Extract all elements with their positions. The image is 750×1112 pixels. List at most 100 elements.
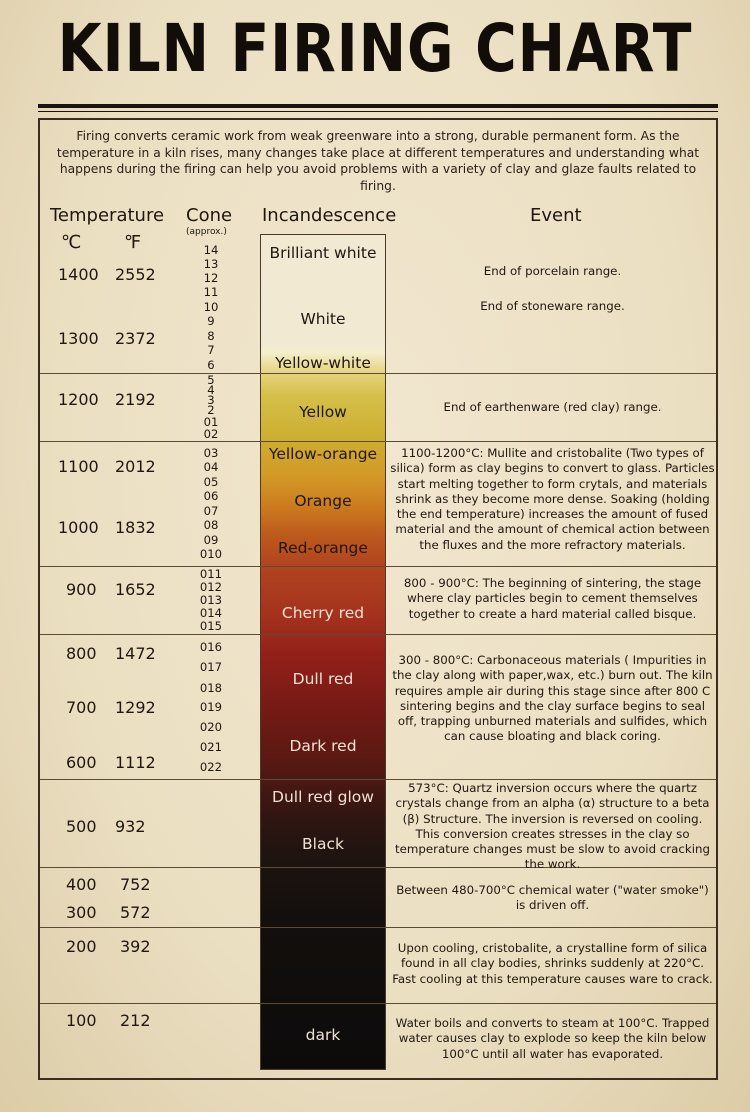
temp-fahrenheit: 212 bbox=[120, 1011, 151, 1030]
cone-number: 10 bbox=[203, 300, 219, 314]
title-rule-thin bbox=[38, 111, 718, 112]
section-divider bbox=[40, 1003, 716, 1004]
incandescence-label: Red-orange bbox=[278, 539, 368, 557]
header-fahrenheit: ℉ bbox=[124, 232, 142, 253]
cone-number: 06 bbox=[203, 489, 219, 503]
event-description: Between 480-700°C chemical water ("water… bbox=[396, 883, 709, 913]
section-divider bbox=[40, 927, 716, 928]
temp-celsius: 300 bbox=[66, 903, 97, 922]
incandescence-label: Dark red bbox=[289, 737, 357, 755]
incandescence-label: Dull red bbox=[292, 670, 354, 688]
event-description: End of earthenware (red clay) range. bbox=[443, 400, 662, 414]
event-description: End of stoneware range. bbox=[480, 299, 625, 313]
intro-paragraph: Firing converts ceramic work from weak g… bbox=[56, 129, 700, 193]
temp-fahrenheit: 1472 bbox=[115, 644, 156, 663]
cone-number: 07 bbox=[203, 504, 219, 518]
section-divider bbox=[40, 373, 716, 374]
temp-fahrenheit: 572 bbox=[120, 903, 151, 922]
cone-number: 012 bbox=[199, 580, 223, 594]
temp-fahrenheit: 2552 bbox=[115, 265, 156, 284]
temp-celsius: 1200 bbox=[58, 390, 99, 409]
section-divider bbox=[40, 634, 716, 635]
incandescence-label: Brilliant white bbox=[269, 244, 377, 262]
cone-number: 9 bbox=[207, 314, 215, 328]
cone-number: 020 bbox=[199, 720, 223, 734]
cone-number: 6 bbox=[207, 358, 215, 372]
cone-number: 022 bbox=[199, 760, 223, 774]
cone-number: 8 bbox=[207, 329, 215, 343]
incandescence-label: dark bbox=[305, 1026, 341, 1044]
cone-number: 08 bbox=[203, 518, 219, 532]
section-divider bbox=[40, 867, 716, 868]
cone-number: 013 bbox=[199, 593, 223, 607]
temp-fahrenheit: 932 bbox=[115, 817, 146, 836]
page-title: KILN FIRING CHART bbox=[57, 10, 693, 87]
incandescence-label: Yellow-orange bbox=[268, 445, 378, 463]
cone-number: 03 bbox=[203, 446, 219, 460]
cone-number: 4 bbox=[207, 383, 215, 397]
temp-fahrenheit: 1292 bbox=[115, 698, 156, 717]
cone-number: 017 bbox=[199, 660, 223, 674]
title-rule-thick bbox=[38, 104, 718, 108]
temp-fahrenheit: 392 bbox=[120, 937, 151, 956]
header-cone: Cone bbox=[186, 205, 233, 226]
event-description: End of porcelain range. bbox=[483, 264, 622, 278]
incandescence-label: Dull red glow bbox=[272, 788, 374, 806]
header-cone-approx: (approx.) bbox=[186, 227, 227, 237]
temp-celsius: 500 bbox=[66, 817, 97, 836]
temp-celsius: 1000 bbox=[58, 518, 99, 537]
temp-fahrenheit: 2012 bbox=[115, 457, 156, 476]
temp-celsius: 100 bbox=[66, 1011, 97, 1030]
temp-fahrenheit: 1652 bbox=[115, 580, 156, 599]
cone-number: 3 bbox=[207, 393, 215, 407]
cone-number: 01 bbox=[203, 415, 219, 429]
incandescence-label: Orange bbox=[294, 492, 352, 510]
cone-number: 016 bbox=[199, 640, 223, 654]
header-event: Event bbox=[530, 205, 582, 226]
temp-fahrenheit: 2372 bbox=[115, 329, 156, 348]
event-description: 300 - 800°C: Carbonaceous materials ( Im… bbox=[392, 653, 713, 744]
incandescence-label: Black bbox=[302, 835, 344, 853]
cone-number: 11 bbox=[203, 285, 219, 299]
temp-fahrenheit: 2192 bbox=[115, 390, 156, 409]
event-description: 800 - 900°C: The beginning of sintering,… bbox=[403, 576, 702, 621]
cone-number: 010 bbox=[199, 547, 223, 561]
header-celsius: ℃ bbox=[61, 232, 82, 253]
cone-number: 011 bbox=[199, 567, 223, 581]
cone-number: 05 bbox=[203, 475, 219, 489]
header-temperature: Temperature bbox=[50, 205, 165, 226]
temp-fahrenheit: 752 bbox=[120, 875, 151, 894]
cone-number: 2 bbox=[207, 403, 215, 417]
event-description: 573°C: Quartz inversion occurs where the… bbox=[395, 781, 710, 872]
cone-number: 14 bbox=[203, 243, 219, 257]
incandescence-label: Cherry red bbox=[281, 604, 365, 622]
temp-celsius: 1100 bbox=[58, 457, 99, 476]
chart-frame bbox=[38, 118, 718, 1080]
cone-number: 7 bbox=[207, 343, 215, 357]
event-description: 1100-1200°C: Mullite and cristobalite (T… bbox=[390, 446, 715, 552]
cone-number: 02 bbox=[203, 427, 219, 441]
incandescence-label: White bbox=[300, 310, 346, 328]
temp-celsius: 900 bbox=[66, 580, 97, 599]
incandescence-label: Yellow-white bbox=[275, 354, 371, 372]
event-description: Upon cooling, cristobalite, a crystallin… bbox=[392, 941, 713, 986]
cone-number: 019 bbox=[199, 700, 223, 714]
cone-number: 04 bbox=[203, 460, 219, 474]
cone-number: 13 bbox=[203, 257, 219, 271]
cone-number: 018 bbox=[199, 681, 223, 695]
temp-celsius: 700 bbox=[66, 698, 97, 717]
cone-number: 021 bbox=[199, 740, 223, 754]
section-divider bbox=[40, 566, 716, 567]
event-description: Water boils and converts to steam at 100… bbox=[395, 1016, 710, 1061]
cone-number: 014 bbox=[199, 606, 223, 620]
temp-celsius: 1400 bbox=[58, 265, 99, 284]
temp-fahrenheit: 1112 bbox=[115, 753, 156, 772]
cone-number: 5 bbox=[207, 373, 215, 387]
cone-number: 015 bbox=[199, 619, 223, 633]
temp-fahrenheit: 1832 bbox=[115, 518, 156, 537]
section-divider bbox=[40, 441, 716, 442]
section-divider bbox=[40, 779, 716, 780]
temp-celsius: 200 bbox=[66, 937, 97, 956]
temp-celsius: 600 bbox=[66, 753, 97, 772]
header-incandescence: Incandescence bbox=[262, 205, 397, 226]
